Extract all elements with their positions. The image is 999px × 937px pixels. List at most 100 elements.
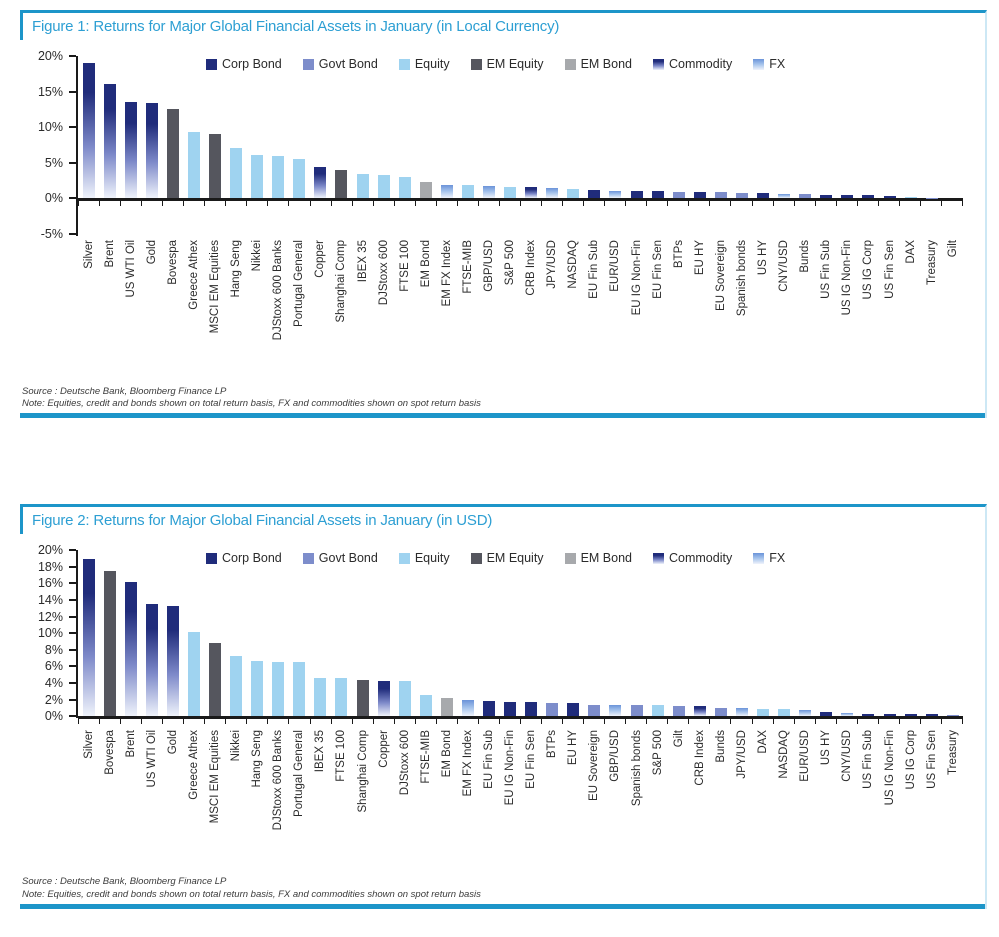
bar-cny-usd (778, 194, 791, 198)
x-tick (898, 201, 920, 206)
y-tick-label: -5% (40, 226, 63, 241)
bar-us-fin-sen (925, 713, 938, 717)
x-axis-label-ibex-35: IBEX 35 (356, 239, 369, 282)
y-tick-label: 16% (37, 576, 63, 591)
bar-slot (415, 182, 436, 198)
figure-bottom-bar (20, 903, 985, 909)
bar-msci-em-equities (209, 643, 221, 717)
legend-item-fx: FX (753, 57, 785, 71)
bar-slot (879, 713, 900, 717)
bar-us-wti-oil (145, 604, 158, 717)
x-axis-label-djstoxx-600: DJStoxx 600 (398, 730, 411, 796)
x-axis-ticks (78, 201, 963, 206)
bar-s-p-500 (504, 186, 517, 198)
x-axis-label-treasury: Treasury (946, 730, 959, 776)
x-tick (99, 719, 120, 725)
x-tick (835, 201, 857, 206)
x-tick (730, 201, 751, 206)
x-label-slot: US WTI Oil (120, 240, 141, 382)
x-axis-label-spanish-bonds: Spanish bonds (630, 730, 643, 807)
bar-slot (731, 192, 752, 198)
x-axis-label-brent: Brent (103, 239, 116, 268)
bar-dax (904, 196, 917, 198)
x-label-slot: Gold (141, 240, 162, 382)
x-tick (162, 719, 183, 725)
figure-2-title-row: Figure 2: Returns for Major Global Finan… (20, 507, 985, 535)
x-tick (625, 719, 646, 725)
bar-eu-fin-sub (483, 701, 496, 717)
x-label-slot: BTPs (668, 240, 689, 382)
x-axis-label-ibex-35: IBEX 35 (314, 730, 327, 773)
x-label-slot: JPY/USD (731, 730, 752, 872)
x-label-slot: EM FX Index (457, 730, 478, 872)
x-axis-label-gold: Gold (166, 730, 179, 755)
bar-slot (563, 702, 584, 717)
x-tick (772, 201, 794, 206)
bar-ftse-mib (461, 185, 474, 198)
bar-slot (352, 679, 373, 717)
legend-item-corp-bond: Corp Bond (206, 551, 282, 565)
x-tick (351, 719, 373, 725)
x-tick (751, 201, 773, 206)
x-label-slot: CNY/USD (837, 730, 858, 872)
y-tick-label: 4% (44, 675, 63, 690)
x-axis-label-cny-usd: CNY/USD (778, 239, 791, 292)
bar-slot (373, 680, 394, 717)
x-axis-label-shanghai-comp: Shanghai Comp (335, 239, 348, 322)
bar-slot (689, 191, 710, 198)
x-axis-label-us-ig-corp: US IG Corp (862, 239, 875, 299)
x-axis-label-nikkei: Nikkei (230, 730, 243, 762)
x-tick (498, 201, 520, 206)
y-tick-label: 0% (44, 709, 63, 724)
x-label-slot: Shanghai Comp (352, 730, 373, 872)
bar-slot (647, 705, 668, 717)
x-tick (583, 719, 604, 725)
bar-slot (626, 705, 647, 717)
x-axis-label-eu-ig-non-fin: EU IG Non-Fin (504, 730, 517, 806)
x-axis-label-silver: Silver (82, 730, 95, 759)
x-axis-label-copper: Copper (377, 730, 390, 768)
x-label-slot: DJStoxx 600 Banks (268, 730, 289, 872)
figure-1-title: Figure 1: Returns for Major Global Finan… (32, 18, 560, 35)
x-label-slot: EM Bond (415, 240, 436, 382)
x-tick (477, 201, 499, 206)
x-axis-label-eu-fin-sub: EU Fin Sub (483, 730, 496, 789)
bar-slot (226, 655, 247, 717)
bar-btps (546, 702, 559, 717)
bar-slot (816, 712, 837, 717)
x-tick (604, 201, 625, 206)
y-tick-label: 5% (44, 155, 63, 170)
bar-slot (584, 190, 605, 198)
bar-treasury (946, 715, 959, 717)
bar-dax (757, 708, 770, 717)
bar-slot (689, 706, 710, 717)
x-axis-label-portugal-general: Portugal General (293, 239, 306, 327)
bar-slot (141, 102, 162, 198)
plot-area: Corp Bond Govt Bond Equity EM Equity EM Bond… (78, 550, 963, 717)
x-label-slot: Treasury (942, 730, 963, 872)
x-axis-label-greece-athex: Greece Athex (187, 239, 200, 310)
x-axis-label-cny-usd: CNY/USD (841, 730, 854, 782)
x-tick (646, 719, 667, 725)
bar-slot (120, 581, 141, 717)
y-tick-mark (69, 632, 76, 635)
x-tick (751, 719, 773, 725)
x-label-slot: EM FX Index (436, 240, 457, 382)
y-tick-mark (69, 681, 76, 684)
bar-slot (858, 195, 879, 198)
x-label-slot: Treasury (921, 240, 942, 382)
legend-swatch-equity (398, 552, 410, 564)
bar-silver (82, 63, 95, 198)
x-tick (940, 719, 962, 725)
x-axis-label-ftse-mib: FTSE-MIB (461, 239, 474, 294)
x-label-slot: NASDAQ (563, 240, 584, 382)
bar-slot (331, 678, 352, 717)
x-label-slot: IBEX 35 (310, 730, 331, 872)
x-label-slot: Shanghai Comp (331, 240, 352, 382)
x-tick (414, 719, 436, 725)
x-label-slot: EU Fin Sen (647, 240, 668, 382)
x-tick (435, 719, 457, 725)
x-axis-label-bunds: Bunds (799, 239, 812, 273)
legend-label: Commodity (668, 551, 733, 566)
x-label-slot: DAX (753, 730, 774, 872)
